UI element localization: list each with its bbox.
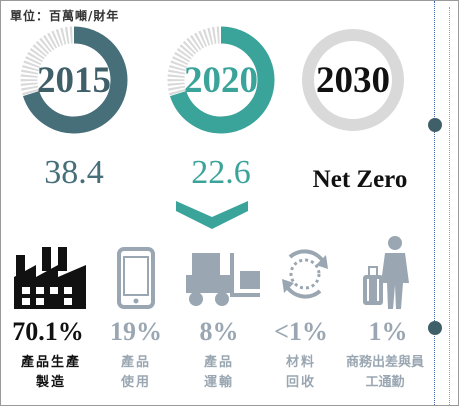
business-traveler-icon <box>363 236 409 309</box>
percent-transport: 8% <box>199 317 239 346</box>
timeline-dot-lower <box>428 321 442 335</box>
timeline-line <box>434 1 435 405</box>
chevron-down-icon <box>176 201 248 229</box>
smartphone-icon <box>117 247 155 309</box>
ring-2030-chart <box>302 29 404 131</box>
percent-business-travel: 1% <box>368 317 408 346</box>
label-transport-line1: 產品 <box>203 355 234 370</box>
value-2015: 38.4 <box>44 154 104 191</box>
label-recycling: 材料 回收 <box>266 353 336 393</box>
label-manufacturing-line1: 產品生產 <box>20 355 81 370</box>
year-2030-label: 2030 <box>316 59 390 101</box>
label-business-travel-line2: 工通勤 <box>365 375 405 390</box>
label-manufacturing-line2: 製造 <box>35 375 66 390</box>
label-product-use-line1: 產品 <box>120 355 151 370</box>
ring-2030: 2030 <box>298 25 408 135</box>
value-2020: 22.6 <box>191 154 251 191</box>
label-product-use-line2: 使用 <box>120 375 151 390</box>
label-transport-line2: 運輸 <box>203 375 234 390</box>
timeline-dot-upper <box>428 118 442 132</box>
percent-product-use: 19% <box>110 317 162 346</box>
ring-2020: 2020 <box>166 25 276 135</box>
forklift-icon <box>186 253 260 306</box>
label-manufacturing: 產品生產 製造 <box>5 353 97 393</box>
timeline-guide <box>449 7 450 405</box>
label-recycling-line1: 材料 <box>285 355 316 370</box>
value-2030: Net Zero <box>312 166 408 193</box>
label-business-travel: 商務出差與員 工通勤 <box>335 353 435 393</box>
unit-label: 單位：百萬噸/財年 <box>10 9 120 23</box>
ring-2015-chart <box>20 26 128 134</box>
recycle-icon <box>282 249 328 299</box>
percent-recycling: <1% <box>274 317 328 346</box>
year-2015-label: 2015 <box>37 59 111 101</box>
year-2020-label: 2020 <box>184 59 258 101</box>
label-recycling-line2: 回收 <box>285 375 316 390</box>
label-business-travel-line1: 商務出差與員 <box>345 355 424 370</box>
percent-manufacturing: 70.1% <box>12 317 84 346</box>
label-product-use: 產品 使用 <box>101 353 171 393</box>
label-transport: 產品 運輸 <box>184 353 254 393</box>
ring-2020-chart <box>167 26 275 134</box>
factory-icon <box>14 247 86 309</box>
ring-2015: 2015 <box>19 25 129 135</box>
